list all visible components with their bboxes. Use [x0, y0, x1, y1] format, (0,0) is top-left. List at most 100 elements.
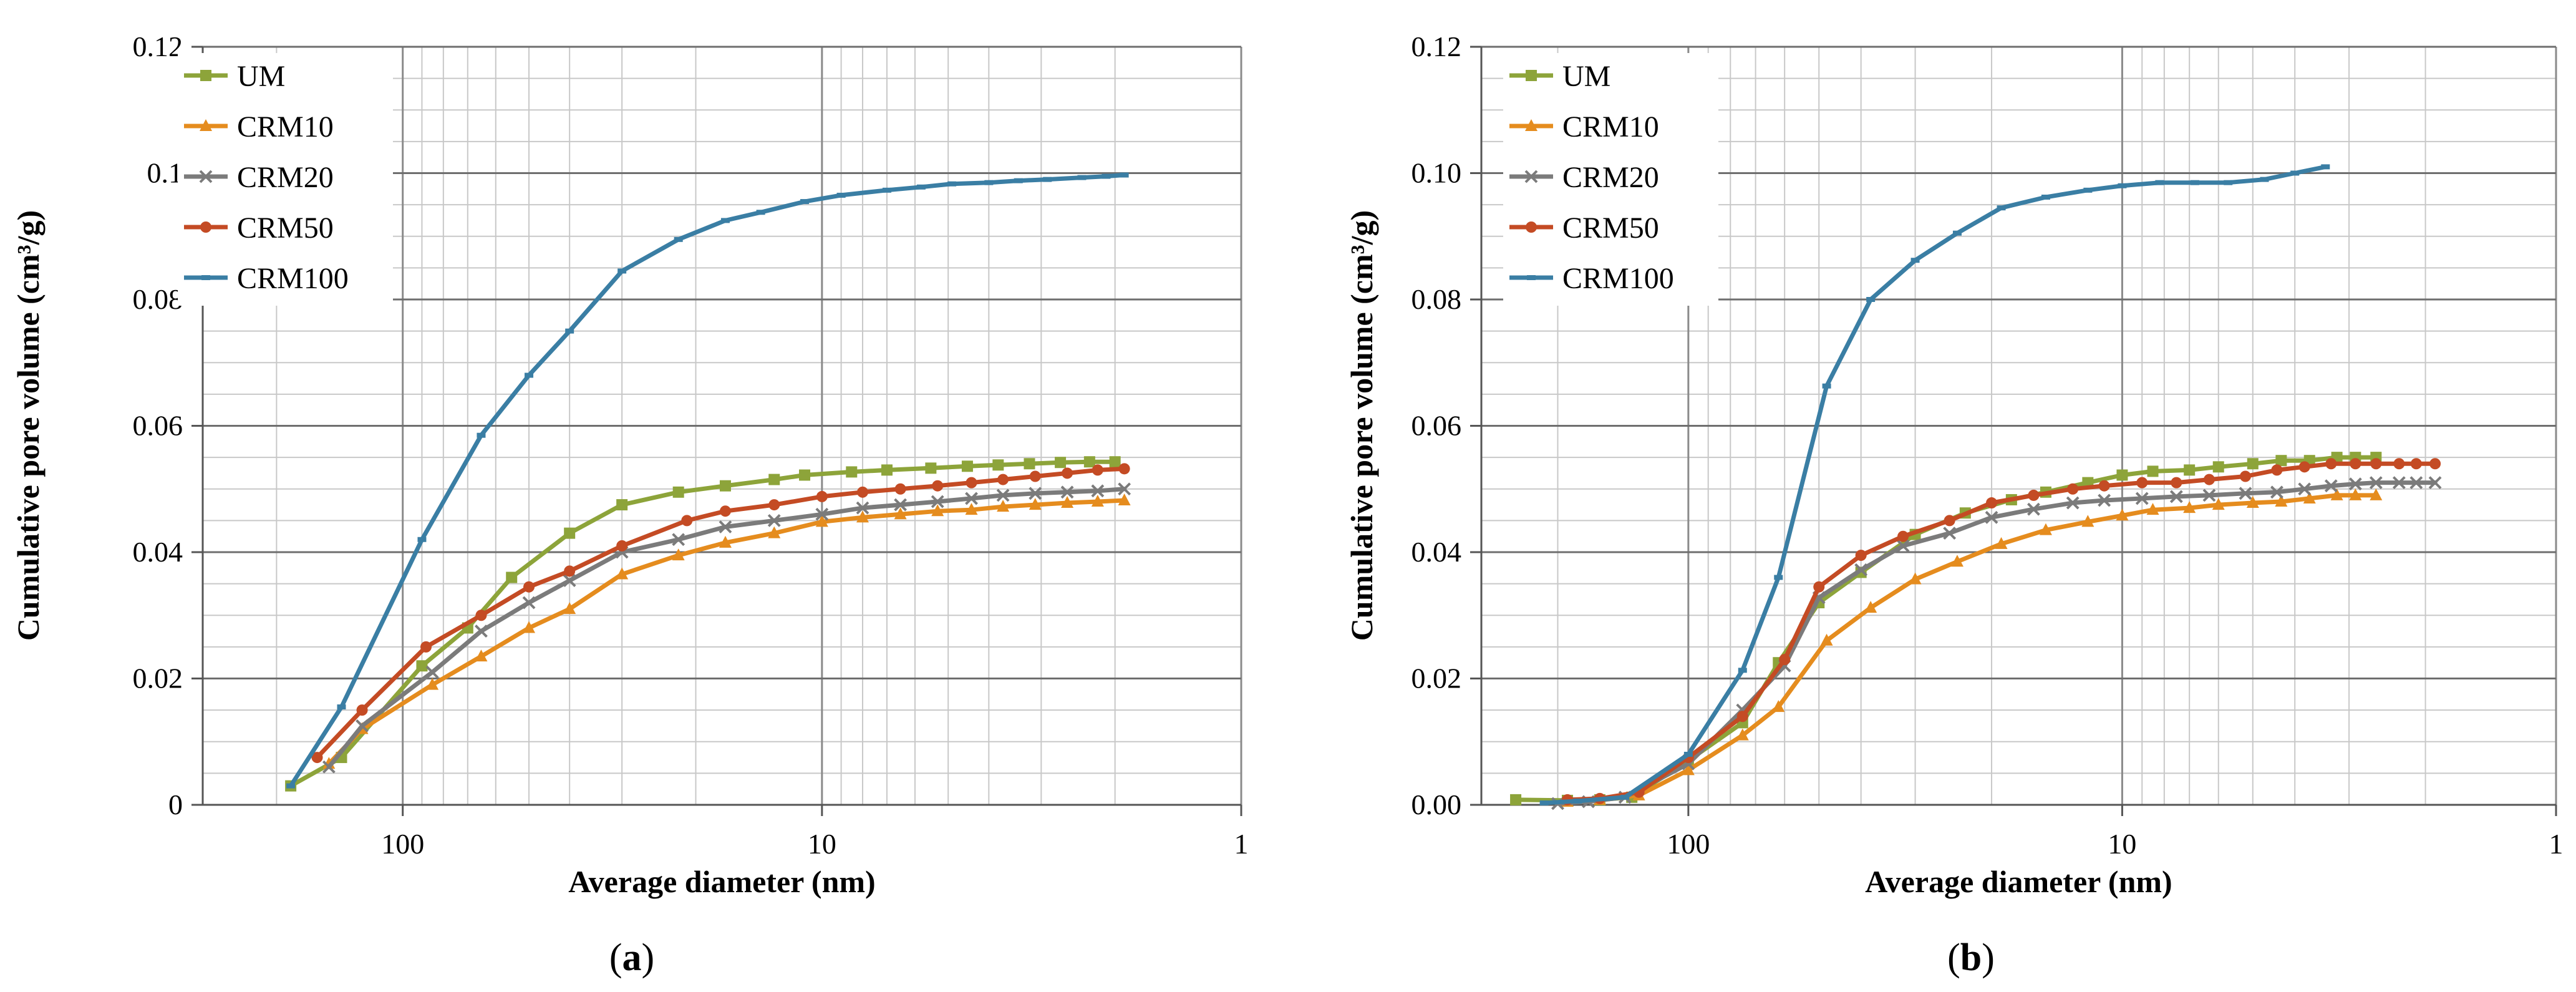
legend-item-crm10: CRM10: [1509, 110, 1659, 143]
series-line-crm100: [1542, 164, 2328, 805]
data-point-um: [2247, 458, 2259, 470]
data-point-crm100: [286, 783, 296, 789]
data-point-crm50: [2350, 458, 2361, 470]
y-tick-label: 0.12: [133, 31, 183, 62]
data-point-um: [416, 660, 428, 672]
series-group: [285, 172, 1131, 792]
data-point-crm100: [1620, 794, 1630, 800]
data-point-um: [616, 499, 628, 511]
data-point-crm50: [894, 483, 906, 495]
data-point-crm100: [1120, 172, 1129, 178]
data-point-crm10: [2330, 488, 2343, 500]
x-tick-label: 100: [381, 828, 424, 860]
data-point-crm50: [2239, 470, 2251, 482]
data-point-crm10: [997, 500, 1010, 512]
series-crm50: [311, 463, 1130, 764]
x-tick-label: 10: [808, 828, 836, 860]
data-point-crm20: [322, 760, 336, 774]
legend-marker-crm20: [199, 170, 213, 183]
legend-label-crm100: CRM100: [237, 262, 349, 295]
data-point-crm100: [1102, 173, 1111, 179]
data-point-crm50: [997, 474, 1009, 485]
data-point-crm50: [856, 486, 868, 498]
panel-label: (a): [609, 936, 654, 979]
data-point-crm50: [966, 477, 977, 489]
data-point-crm20: [815, 507, 829, 521]
data-point-crm50: [816, 490, 828, 502]
data-point-crm100: [2224, 180, 2233, 185]
series-crm10: [1561, 488, 2383, 807]
data-point-crm10: [1864, 601, 1877, 613]
y-tick-label: 0.1: [147, 157, 183, 189]
data-point-crm10: [1118, 493, 1131, 505]
data-point-crm20: [2409, 476, 2423, 490]
data-point-crm10: [2039, 523, 2052, 535]
data-point-crm50: [420, 641, 432, 653]
data-point-crm100: [1910, 258, 1920, 263]
data-point-crm50: [475, 610, 487, 621]
data-point-crm20: [1896, 539, 1910, 553]
x-tick-label: 100: [1667, 828, 1710, 860]
data-point-crm50: [1986, 497, 1998, 509]
data-point-um: [799, 469, 811, 481]
data-point-crm10: [719, 535, 732, 548]
legend-label-crm100: CRM100: [1562, 262, 1674, 295]
data-point-crm50: [1779, 654, 1791, 666]
data-point-crm50: [1062, 467, 1073, 479]
data-point-crm10: [931, 504, 944, 517]
data-point-crm100: [2190, 180, 2199, 185]
y-tick-label: 0.02: [133, 663, 183, 694]
data-point-crm100: [1952, 230, 1962, 236]
data-point-um: [2184, 464, 2196, 476]
data-point-crm20: [2066, 496, 2080, 510]
data-point-crm20: [2348, 477, 2362, 491]
data-point-crm20: [1854, 563, 1868, 576]
legend-marker-crm50: [1526, 221, 1537, 233]
data-point-crm50: [768, 499, 780, 511]
data-point-crm10: [856, 510, 869, 523]
data-point-crm100: [2041, 194, 2050, 200]
legend-label-crm20: CRM20: [237, 161, 334, 194]
data-point-crm20: [672, 533, 685, 547]
data-point-crm20: [931, 495, 944, 508]
data-point-crm50: [2028, 489, 2040, 501]
legend: UM CRM10 CRM20 CRM50 CRM100: [178, 53, 393, 306]
data-point-um: [1083, 456, 1095, 468]
data-point-crm100: [1077, 175, 1087, 180]
data-point-crm50: [1736, 711, 1748, 722]
data-point-crm50: [311, 752, 323, 764]
data-point-crm100: [674, 236, 683, 242]
data-point-crm20: [563, 574, 576, 587]
y-tick-label: 0.00: [1411, 789, 1462, 820]
legend-marker-crm10: [200, 119, 212, 131]
legend: UM CRM10 CRM20 CRM50 CRM100: [1503, 53, 1718, 306]
legend-label-crm50: CRM50: [1562, 212, 1659, 245]
data-point-crm100: [2321, 164, 2330, 170]
data-point-crm100: [800, 199, 810, 205]
data-point-crm100: [1573, 798, 1582, 804]
data-point-crm20: [2135, 492, 2149, 505]
data-point-crm10: [1736, 728, 1749, 741]
data-point-crm20: [2027, 502, 2040, 516]
data-point-crm100: [2155, 180, 2164, 185]
legend-label-crm10: CRM10: [1562, 110, 1659, 143]
data-point-crm100: [1866, 297, 1876, 302]
data-point-crm50: [1813, 581, 1825, 593]
data-point-crm20: [2392, 476, 2406, 490]
data-point-um: [992, 459, 1004, 471]
data-point-crm50: [1855, 550, 1867, 562]
data-point-crm10: [1950, 555, 1963, 567]
data-point-crm10: [1909, 572, 1922, 585]
data-point-um: [2212, 461, 2224, 473]
data-point-crm50: [564, 565, 576, 577]
data-point-crm50: [2098, 480, 2110, 492]
data-point-crm10: [475, 649, 488, 662]
series-crm100: [286, 172, 1129, 789]
data-point-crm100: [1539, 800, 1549, 805]
panel-label: (b): [1947, 936, 1995, 979]
data-point-crm100: [1822, 383, 1831, 389]
data-point-crm50: [2410, 458, 2422, 470]
legend-item-crm50: CRM50: [1509, 212, 1659, 245]
data-point-crm20: [1060, 485, 1074, 499]
x-axis-title: Average diameter (nm): [1865, 864, 2172, 899]
